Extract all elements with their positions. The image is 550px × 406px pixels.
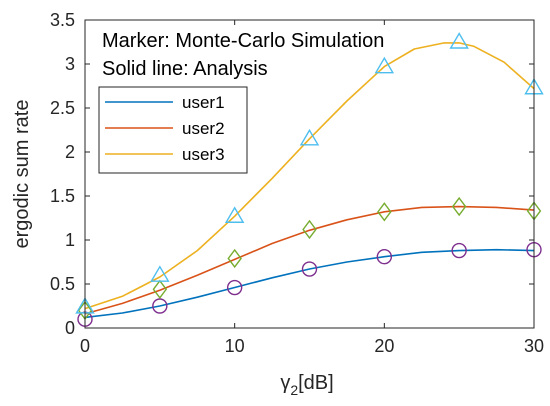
plot-frame [84,19,535,329]
series-line-user3 [84,42,535,310]
marker-user1 [301,261,318,277]
marker-user3 [449,32,469,49]
marker-user2 [227,248,242,269]
ticks-layer: 0 10 20 30 0 0.5 1 1.5 2 2.5 3 3.5 [50,10,544,356]
y-tick-label: 1.5 [50,186,75,206]
series-line-user2 [84,205,535,315]
x-tick-label: 20 [374,336,394,356]
y-tick-label: 2 [65,142,75,162]
x-axis-label-unit: [dB] [298,372,334,394]
markers-layer [75,32,544,327]
marker-user3 [150,265,170,282]
x-axis-label-subscript: 2 [290,382,298,398]
marker-user1 [376,249,393,265]
legend-label-user3: user3 [182,145,225,164]
y-tick-label: 0 [65,318,75,338]
marker-user1 [226,279,243,296]
x-axis-label-symbol: γ [280,372,290,394]
y-tick-label: 1 [65,230,75,250]
y-axis-label: ergodic sum rate [11,100,33,249]
series-line-user1 [84,248,535,319]
x-tick-label: 10 [225,336,245,356]
marker-user2 [451,196,467,217]
marker-user1 [152,298,168,314]
marker-user3 [374,56,395,74]
x-tick-label: 0 [80,336,90,356]
legend-label-user1: user1 [182,93,225,112]
y-tick-label: 2.5 [50,98,75,118]
legend: user1 user2 user3 [98,86,248,174]
marker-user2 [377,202,392,222]
y-tick-label: 0.5 [50,274,75,294]
marker-user1 [451,242,467,259]
y-tick-label: 3 [65,54,75,74]
legend-box [98,86,248,174]
marker-user2 [302,219,317,240]
x-tick-label: 30 [524,336,544,356]
annotation-line-note: Solid line: Analysis [102,58,268,80]
marker-user3 [299,128,320,146]
y-tick-label: 3.5 [50,10,75,30]
marker-user3 [224,206,245,223]
x-axis-label: γ2[dB] [280,372,333,398]
annotation-marker-note: Marker: Monte-Carlo Simulation [102,30,384,52]
marker-user2 [152,279,168,299]
legend-label-user2: user2 [182,119,225,138]
lines-layer [84,42,535,319]
